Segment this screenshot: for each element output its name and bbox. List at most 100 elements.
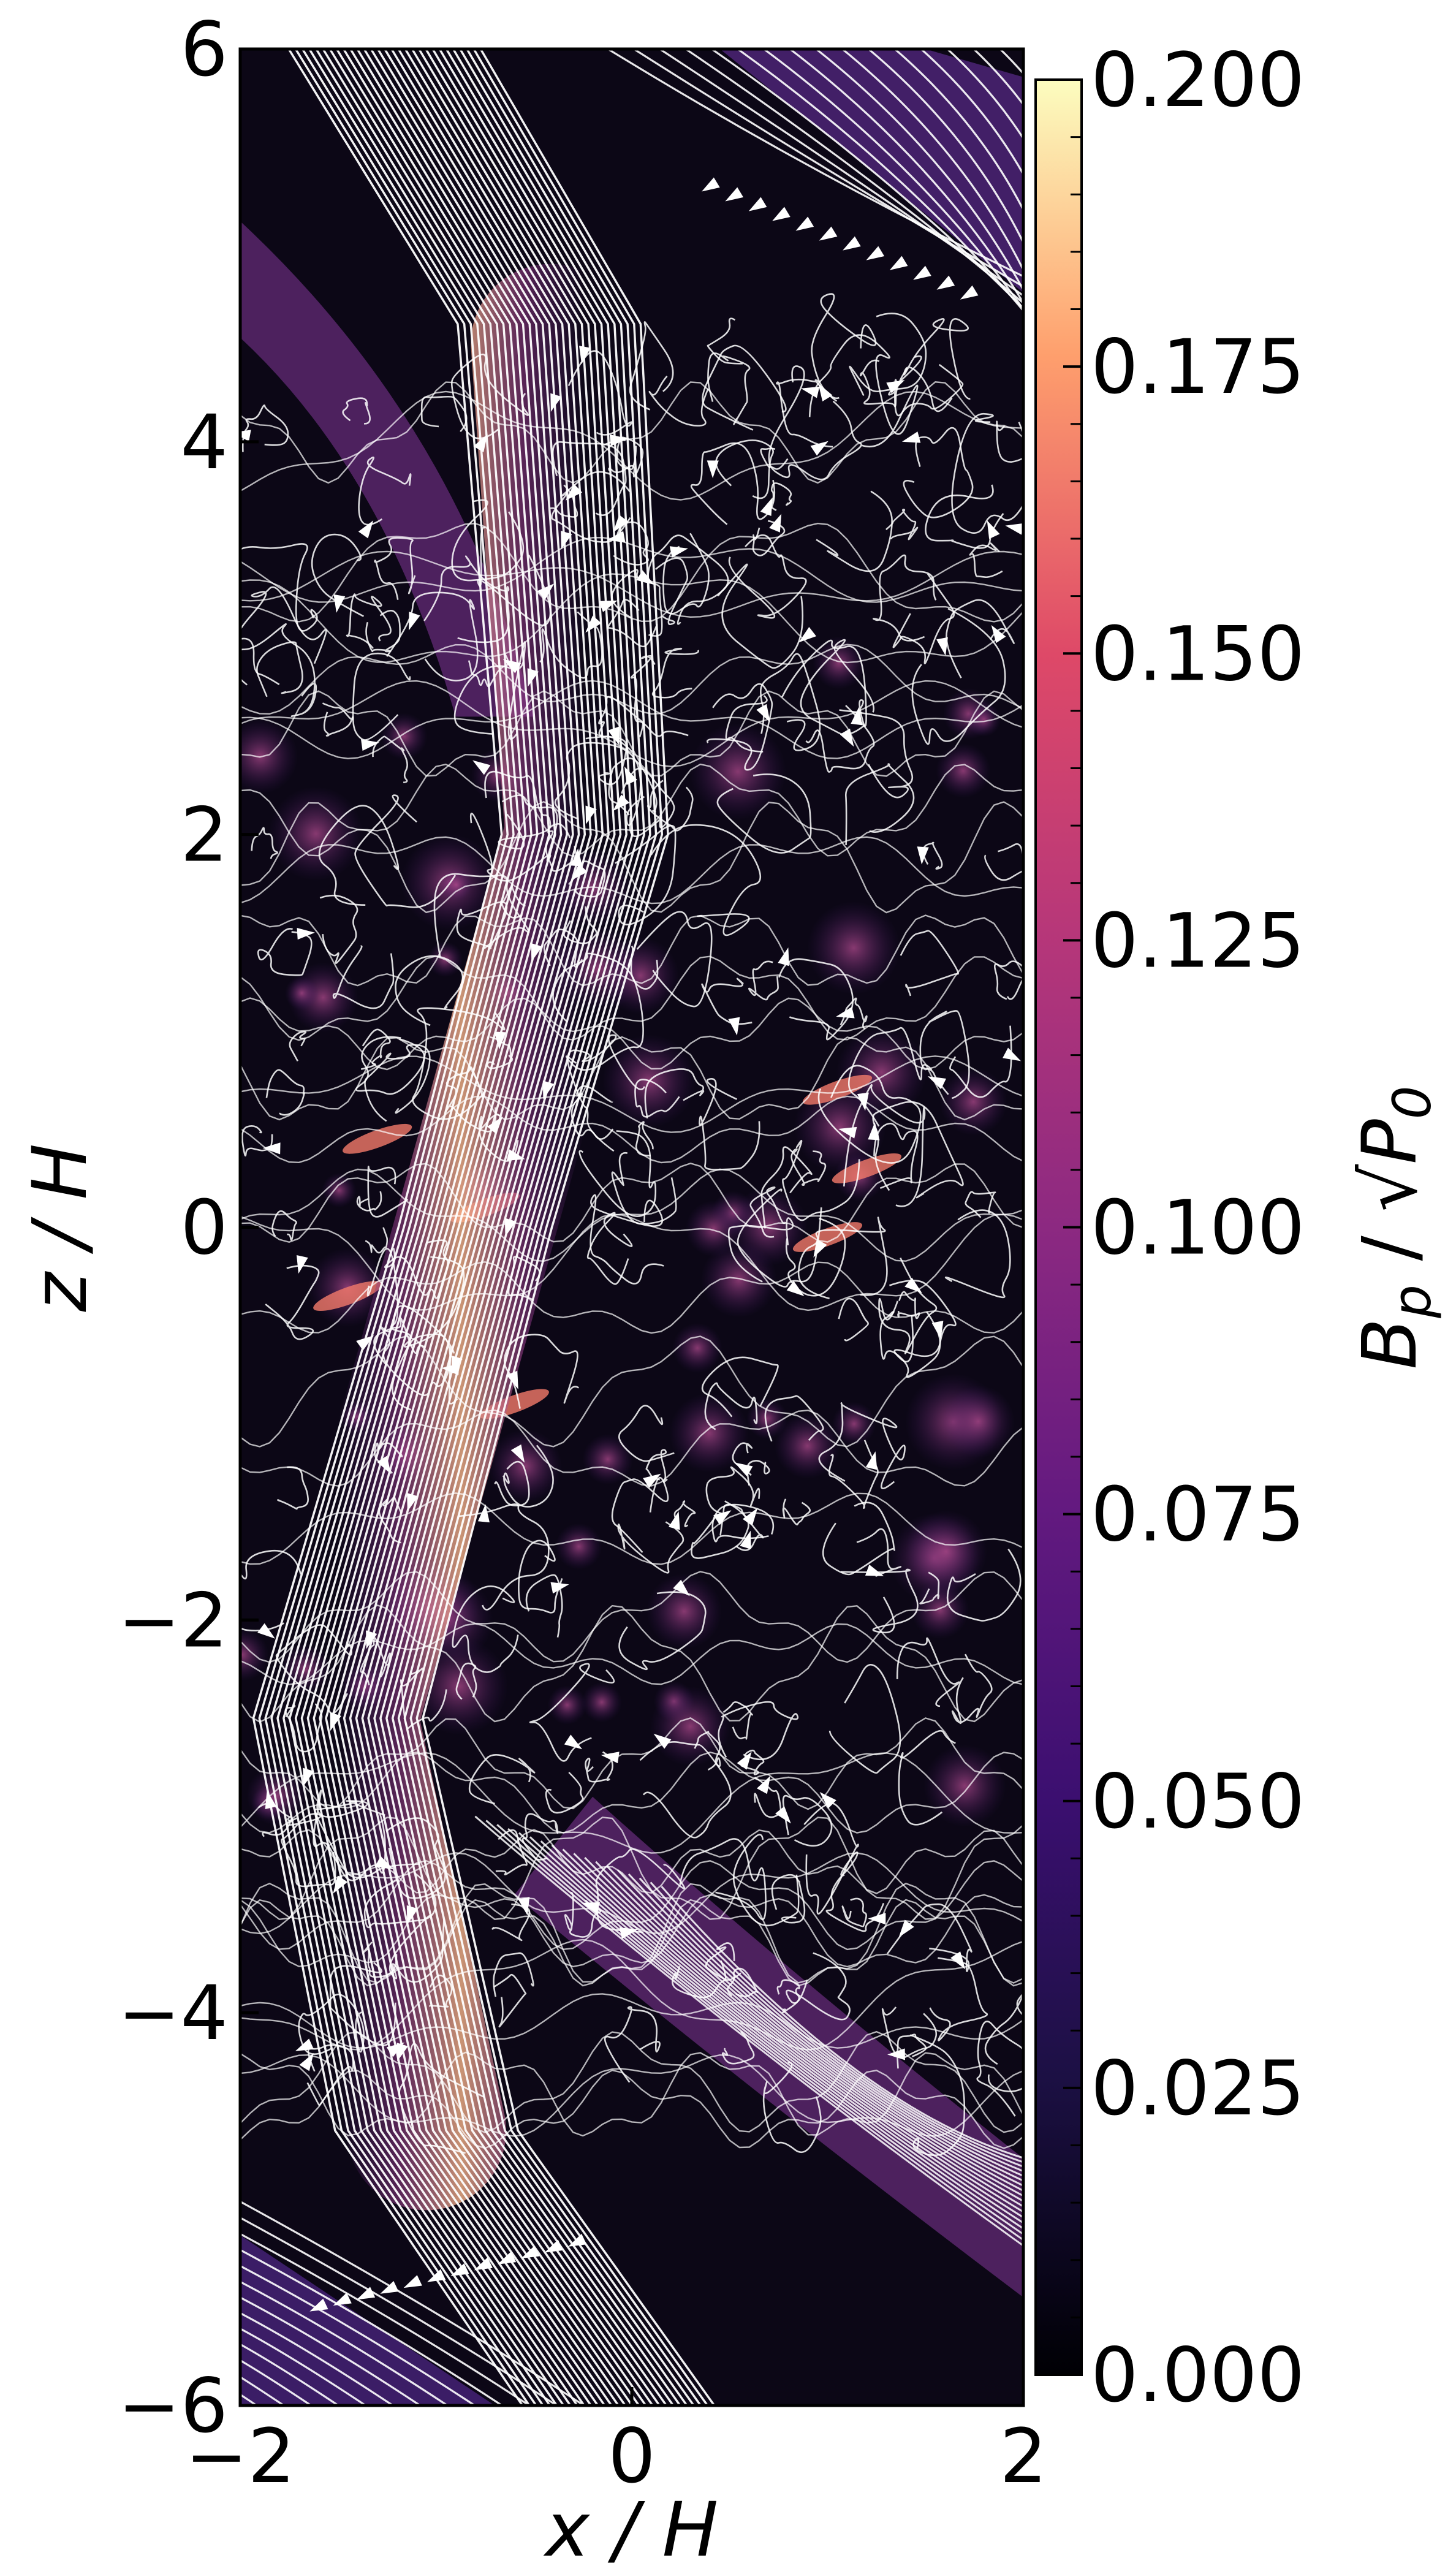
field-blob: [650, 1686, 730, 1767]
streamline: [613, 521, 649, 566]
streamline-arrow: [865, 1564, 884, 1576]
field-blob: [268, 786, 363, 881]
streamline: [271, 1210, 297, 1241]
streamline: [866, 49, 1023, 245]
streamline: [946, 599, 1015, 678]
streamline: [551, 1844, 1023, 2208]
colorbar-label-sub: p: [1382, 1285, 1443, 1319]
streamline: [391, 49, 681, 2405]
colorbar-label-var-sub: 0: [1382, 1086, 1443, 1120]
streamline-arrow: [868, 1122, 880, 1141]
streamline: [701, 978, 753, 1025]
streamline-arrow: [550, 1582, 569, 1594]
streamline: [329, 1962, 396, 2046]
streamline: [240, 680, 1023, 759]
streamline: [494, 1460, 530, 1507]
streamline: [539, 611, 603, 679]
streamline-arrow: [713, 1510, 732, 1525]
streamline-arrow: [889, 256, 908, 270]
streamline-arrow: [917, 846, 929, 865]
streamline: [839, 709, 914, 799]
streamline: [240, 800, 1023, 914]
streamline: [718, 1701, 799, 1761]
streamline-arrow: [366, 1630, 377, 1649]
y-tick-label: 2: [180, 792, 228, 879]
streamline: [691, 1500, 749, 1559]
streamline-arrow: [477, 1504, 490, 1523]
streamline-arrow: [498, 2251, 517, 2265]
streamline: [944, 1209, 1011, 1299]
streamline: [468, 1754, 536, 1805]
streamline-arrow: [851, 707, 863, 726]
streamline-arrow: [931, 1321, 944, 1340]
streamline-arrow: [406, 1905, 419, 1924]
streamline: [240, 1623, 1023, 1685]
streamline: [707, 352, 751, 425]
streamline: [606, 1865, 1023, 2182]
streamline: [493, 1973, 527, 2028]
streamline: [433, 873, 530, 957]
streamline: [240, 1571, 1023, 1663]
streamline: [752, 520, 786, 556]
streamline-arrow: [330, 1712, 341, 1731]
streamline-arrow: [564, 1734, 583, 1750]
streamline: [336, 49, 620, 2405]
streamline: [385, 49, 675, 2405]
streamline-arrow: [624, 766, 637, 785]
field-blob: [685, 1201, 742, 1257]
streamline: [240, 1162, 1023, 1243]
streamline-arrow: [707, 460, 719, 479]
streamline: [493, 1952, 534, 1997]
colorbar-label-main: B: [1346, 1318, 1433, 1370]
streamline-arrow: [775, 1806, 791, 1824]
streamline-arrow: [609, 434, 628, 446]
streamline: [240, 522, 1023, 623]
streamline: [240, 1213, 1023, 1312]
streamline-arrow: [810, 441, 828, 456]
streamline-arrow: [857, 1092, 869, 1111]
streamline: [965, 1191, 996, 1218]
field-blob: [439, 868, 473, 902]
streamline-arrow: [357, 2287, 376, 2300]
streamline: [240, 1882, 1023, 1984]
streamline-arrow: [866, 246, 885, 260]
streamline: [240, 2233, 531, 2405]
streamline: [240, 550, 1023, 618]
streamline-arrow: [510, 1444, 525, 1463]
streamline-arrow: [778, 947, 789, 966]
streamline: [611, 1152, 677, 1225]
streamline: [529, 1836, 1023, 2219]
streamline: [240, 1055, 1023, 1133]
streamline: [611, 1477, 669, 1553]
streamline: [384, 1239, 449, 1299]
streamline-arrow: [865, 1451, 878, 1470]
streamline: [702, 344, 787, 431]
lower-diagonal-band: [240, 2235, 495, 2405]
streamline: [294, 49, 572, 2405]
streamline: [284, 1703, 323, 1753]
streamline: [491, 1903, 531, 1942]
streamline-arrow: [868, 1913, 886, 1925]
streamline: [770, 482, 792, 511]
streamline: [684, 49, 1023, 305]
streamline: [403, 49, 696, 2405]
streamline: [716, 773, 812, 854]
hot-spot: [343, 1123, 412, 1154]
streamline: [976, 2021, 1023, 2117]
streamline-arrow: [772, 207, 791, 221]
streamline: [319, 894, 358, 964]
colorbar-tick-label: 0.175: [1091, 324, 1305, 411]
colorbar-label-sep: / √: [1346, 1164, 1433, 1285]
streamline-arrow: [579, 346, 591, 365]
streamline: [946, 1548, 1022, 1622]
hot-spot: [313, 1281, 383, 1312]
streamline: [240, 680, 1023, 767]
streamline-arrow: [898, 1919, 914, 1938]
colorbar-label-var: P: [1346, 1119, 1433, 1164]
streamline: [366, 1248, 465, 1348]
streamline: [658, 49, 1023, 297]
streamline: [240, 836, 1023, 905]
y-axis-label: z / H: [17, 1144, 104, 1312]
streamline: [840, 997, 868, 1030]
heatmap-field: [240, 49, 1023, 2405]
